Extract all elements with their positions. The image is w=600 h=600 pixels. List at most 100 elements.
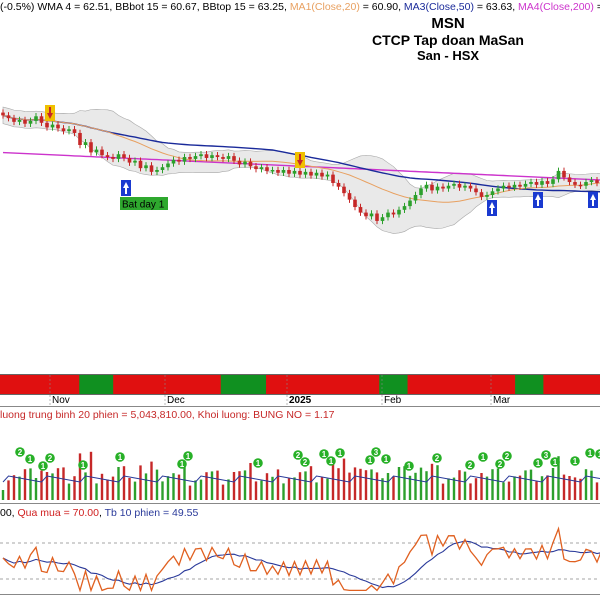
oscillator-line <box>2 526 600 593</box>
signal-segment <box>50 375 58 394</box>
candle-body <box>408 200 412 207</box>
volume-bar <box>194 480 197 500</box>
volume-marker-label: 1 <box>118 453 123 462</box>
signal-segment <box>305 375 312 394</box>
volume-bar <box>144 473 148 500</box>
signal-segment <box>169 375 176 394</box>
volume-marker <box>495 459 505 469</box>
company-name: CTCP Tap doan MaSan <box>372 32 524 48</box>
volume-avg-value: 5,043,810.00 <box>130 409 191 421</box>
signal-segment <box>362 375 369 394</box>
signal-segment <box>101 375 109 394</box>
candle-body <box>595 180 599 183</box>
volume-bar <box>177 474 181 500</box>
indicator-part: = 7 <box>594 1 600 13</box>
candle-body <box>94 149 99 153</box>
volume-bar <box>243 470 247 500</box>
signal-segment <box>45 375 52 394</box>
volume-bar <box>348 472 351 500</box>
signal-segment <box>583 375 590 394</box>
candle-body <box>314 172 319 176</box>
candle-body <box>171 159 176 164</box>
candle-body <box>61 128 66 132</box>
candle-body <box>243 161 247 165</box>
volume-bar <box>364 470 368 500</box>
buy-arrow-icon <box>123 182 129 194</box>
volume-bar <box>298 472 302 500</box>
signal-segment <box>554 375 561 394</box>
candle-body <box>562 170 566 178</box>
volume-bar <box>161 481 164 500</box>
signal-segment <box>67 375 75 394</box>
volume-marker-label: 2 <box>303 458 308 467</box>
bollinger-band-area <box>2 106 600 234</box>
candle-body <box>39 116 44 123</box>
candle-body <box>23 120 27 124</box>
signal-segment <box>413 375 420 394</box>
volume-bar <box>51 473 54 500</box>
signal-segment <box>203 375 210 394</box>
signal-segment <box>594 375 600 394</box>
ticker-title: MSN <box>431 15 464 32</box>
volume-bar <box>513 476 516 500</box>
volume-bar <box>254 481 258 500</box>
volume-bar <box>452 477 456 500</box>
volume-avg-label: luong trung binh 20 phien = <box>0 409 130 421</box>
candle-body <box>474 188 478 193</box>
volume-marker <box>533 458 543 468</box>
signal-segment <box>271 375 278 394</box>
candle-body <box>67 129 71 132</box>
candle-body <box>320 172 324 177</box>
volume-info-line: luong trung binh 20 phien = 5,043,810.00… <box>0 409 335 421</box>
candle-body <box>232 156 236 161</box>
signal-segment <box>16 375 24 394</box>
candle-body <box>446 185 451 189</box>
signal-segment <box>549 375 556 394</box>
signal-segment <box>175 375 182 394</box>
signal-segment <box>283 375 290 394</box>
candle-body <box>281 170 286 173</box>
signal-segment <box>515 375 522 394</box>
signal-segment <box>135 375 143 394</box>
candle-body <box>523 183 528 187</box>
volume-bar <box>392 476 395 500</box>
candle-body <box>430 184 434 191</box>
volume-marker <box>404 461 414 471</box>
volume-bar <box>441 483 445 500</box>
osc-value: 00, <box>0 507 18 519</box>
oscillator-info-line: 00, Qua mua = 70.00, Tb 10 phien = 49.55 <box>0 507 198 519</box>
volume-marker-label: 2 <box>505 452 510 461</box>
volume-bar <box>430 463 434 500</box>
signal-segment <box>311 375 318 394</box>
candle-body <box>369 213 374 217</box>
exchange-name: San - HSX <box>417 48 479 63</box>
volume-bar <box>221 484 225 500</box>
signal-segment <box>232 375 239 394</box>
candle-body <box>116 154 121 159</box>
volume-bar <box>469 483 472 500</box>
candle-body <box>226 156 231 159</box>
volume-marker <box>253 458 263 468</box>
signal-segment <box>294 375 301 394</box>
volume-bar <box>232 472 236 500</box>
month-label: Dec <box>167 395 185 406</box>
candle-body <box>193 156 198 159</box>
volume-bar <box>260 480 263 500</box>
volume-bar <box>84 472 87 500</box>
volume-bar <box>309 466 313 500</box>
candle-body <box>303 171 308 175</box>
signal-segment <box>164 375 171 394</box>
volume-bar <box>199 479 203 500</box>
volume-marker-label: 2 <box>296 451 301 460</box>
candle-body <box>397 209 401 215</box>
volume-marker <box>300 457 310 467</box>
volume-bar <box>436 465 439 500</box>
volume-marker <box>570 456 580 466</box>
volume-bar <box>29 468 32 500</box>
volume-bar <box>183 465 186 500</box>
candle-body <box>496 188 500 192</box>
buy-arrow-icon <box>489 202 495 214</box>
signal-segment <box>33 375 41 394</box>
bat-day-text: Bat day 1 <box>122 200 165 211</box>
signal-segment <box>441 375 448 394</box>
